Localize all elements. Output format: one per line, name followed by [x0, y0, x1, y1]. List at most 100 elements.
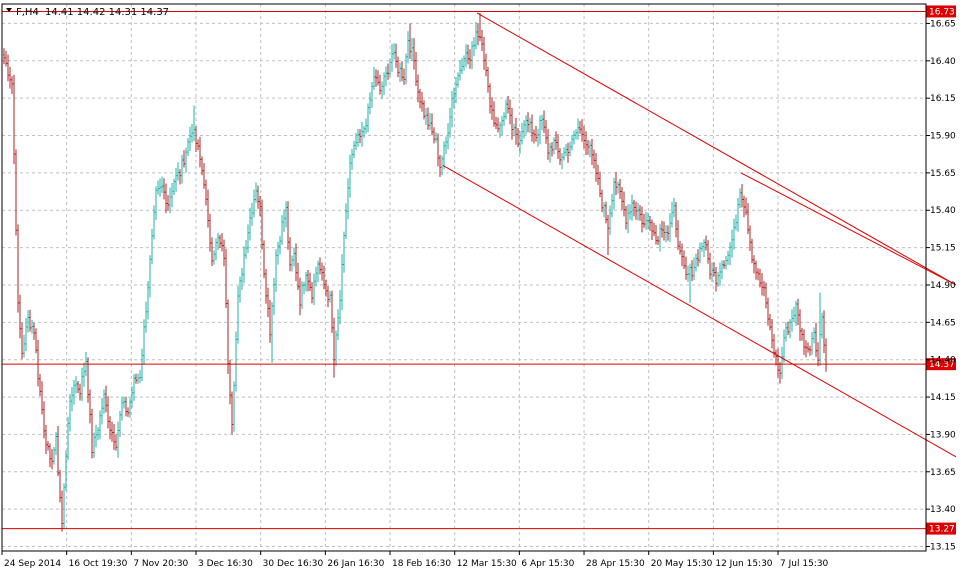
- ohlc-bar: [439, 154, 441, 177]
- ohlc-bar: [547, 128, 549, 160]
- ohlc-bar: [127, 407, 129, 417]
- ohlc-bar: [251, 202, 253, 226]
- ohlc-bar: [541, 114, 543, 131]
- x-tick-label: 30 Dec 16:30: [263, 559, 324, 569]
- y-tick-label: 15.90: [930, 132, 956, 142]
- ohlc-bar: [463, 55, 465, 71]
- ohlc-bar: [125, 396, 127, 417]
- ohlc-bar: [621, 187, 623, 210]
- ohlc-bar: [747, 203, 749, 235]
- ohlc-bar: [277, 241, 279, 265]
- ohlc-bar: [195, 125, 197, 152]
- ohlc-bar: [103, 389, 105, 414]
- ohlc-bar: [649, 216, 651, 231]
- x-tick-label: 26 Jan 16:30: [327, 559, 384, 569]
- ohlc-bar: [389, 58, 391, 78]
- ohlc-bar: [637, 202, 639, 221]
- ohlc-bar: [95, 424, 97, 448]
- ohlc-bar: [35, 328, 37, 354]
- symbol-label: F,H4: [16, 7, 39, 18]
- ohlc-bar: [357, 129, 359, 147]
- ohlc-bar: [99, 410, 101, 440]
- ohlc-bar: [31, 320, 33, 334]
- ohlc-bar: [267, 287, 269, 318]
- ohlc-bar: [407, 31, 409, 64]
- ohlc-bar: [119, 410, 121, 437]
- ohlc-bar: [7, 54, 9, 82]
- ohlc-bar: [11, 76, 13, 95]
- ohlc-bar: [139, 370, 141, 384]
- ohlc-bar: [15, 149, 17, 236]
- ohlc-bar: [591, 138, 593, 165]
- ohlc-bar: [665, 225, 667, 243]
- ohlc-bar: [461, 57, 463, 75]
- ohlc-bar: [221, 233, 223, 252]
- ohlc-bar: [735, 214, 737, 231]
- ohlc-bar: [97, 427, 99, 441]
- y-tick-label: 15.40: [930, 206, 956, 216]
- ohlc-bar: [49, 443, 51, 468]
- ohlc-bar: [391, 43, 393, 72]
- ohlc-bar: [215, 238, 217, 261]
- ohlc-bar: [375, 69, 377, 87]
- ohlc-bar: [705, 235, 707, 251]
- ohlc-bar: [513, 123, 515, 137]
- ohlc-bar: [189, 126, 191, 151]
- x-tick-label: 20 May 15:30: [651, 559, 713, 569]
- ohlc-bar: [191, 123, 193, 143]
- ohlc-bar: [371, 81, 373, 108]
- ohlc-bar: [691, 260, 693, 282]
- ohlc-bar: [203, 163, 205, 189]
- ohlc-bar: [237, 286, 239, 344]
- ohlc-bar: [731, 229, 733, 258]
- ohlc-bar: [769, 313, 771, 331]
- ohlc-bar: [663, 221, 665, 241]
- ohlc-bar: [133, 374, 135, 401]
- ohlc-bar: [763, 280, 765, 297]
- ohlc-bar: [231, 391, 233, 435]
- x-tick-label: 18 Feb 16:30: [392, 559, 451, 569]
- ohlc-bar: [3, 48, 5, 65]
- ohlc-bar: [543, 110, 545, 134]
- ohlc-bar: [283, 209, 285, 233]
- y-tick-label: 13.90: [930, 430, 956, 440]
- x-tick-label: 16 Oct 19:30: [69, 559, 128, 569]
- ohlc-bar: [575, 129, 577, 140]
- ohlc-bar: [697, 249, 699, 267]
- ohlc-bar: [91, 408, 93, 459]
- ohlc-bar: [141, 348, 143, 382]
- chart-axes: 16.65 16.40 16.15 15.90 15.65 15.40 15.15 14.90…: [1, 3, 956, 569]
- ohlc-bar: [443, 141, 445, 170]
- ohlc-bar: [631, 194, 633, 221]
- trend-channel-upper: [476, 12, 957, 286]
- ohlc-bar: [497, 117, 499, 133]
- ohlc-bar: [671, 201, 673, 228]
- ohlc-bar: [107, 396, 109, 429]
- ohlc-bar: [229, 360, 231, 405]
- ohlc-bar: [263, 240, 265, 279]
- ohlc-bar: [109, 416, 111, 440]
- ohlc-bar: [299, 277, 301, 316]
- ohlc-bar: [757, 268, 759, 281]
- ohlc-bar: [455, 77, 457, 104]
- ohlc-bar: [313, 273, 315, 306]
- ohlc-bar: [273, 277, 275, 316]
- ohlc-bar: [329, 291, 331, 303]
- ohlc-bar: [25, 318, 27, 352]
- ohlc-bar: [569, 141, 571, 157]
- triangle-down-icon[interactable]: [6, 8, 12, 12]
- ohlc-bar: [201, 156, 203, 176]
- ohlc-bar: [145, 301, 147, 333]
- ohlc-bar: [813, 327, 815, 344]
- ohlc-bar: [79, 383, 81, 401]
- ohlc-bar: [379, 74, 381, 95]
- ohlc-bar: [809, 345, 811, 356]
- y-tick-label: 14.90: [930, 281, 956, 291]
- ohlc-bar: [303, 281, 305, 295]
- ohlc-bar: [53, 446, 55, 465]
- ohlc-bar: [557, 134, 559, 160]
- ohlc-bar: [311, 281, 313, 304]
- ohlc-bar: [243, 246, 245, 284]
- ohlc-bar: [331, 290, 333, 333]
